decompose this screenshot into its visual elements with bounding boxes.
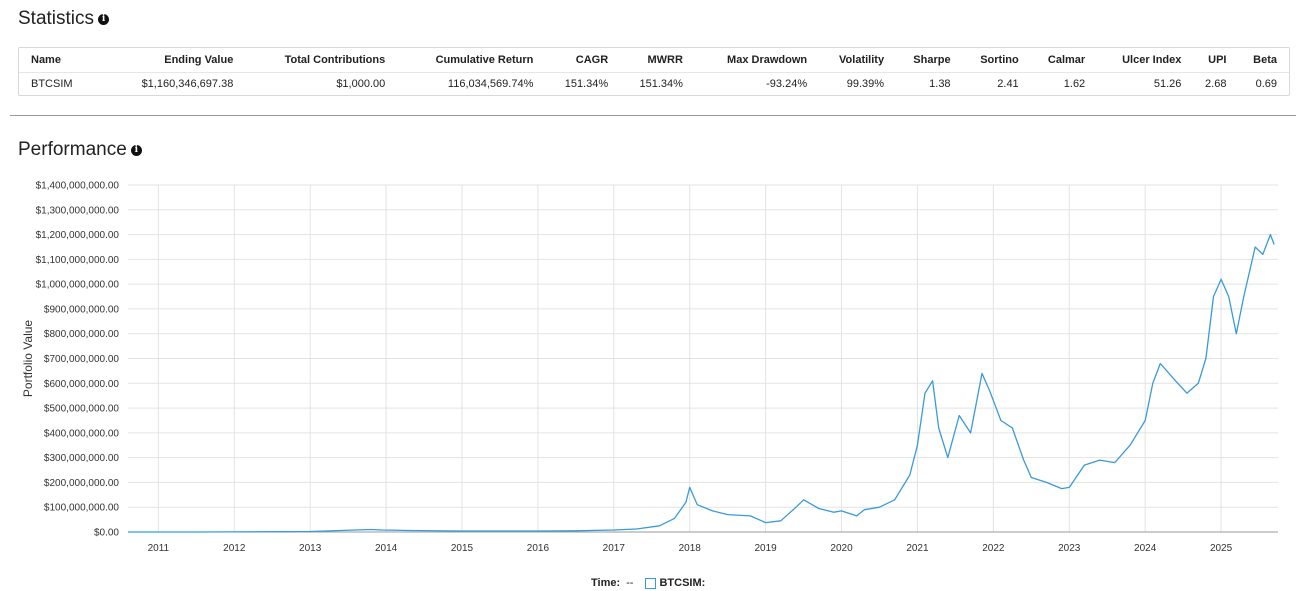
column-header[interactable]: Sharpe <box>913 54 951 66</box>
x-tick-label: 2017 <box>603 543 626 554</box>
table-cell: 151.34% <box>539 72 615 94</box>
x-tick-label: 2018 <box>679 543 702 554</box>
y-tick-label: $400,000,000.00 <box>44 428 120 439</box>
table-cell: 2.68 <box>1187 72 1233 94</box>
performance-title: Performance <box>18 139 127 160</box>
y-tick-label: $1,400,000,000.00 <box>36 181 120 192</box>
x-tick-label: 2019 <box>754 543 777 554</box>
statistics-table-container: Name Ending Value Total Contributions Cu… <box>18 47 1290 96</box>
table-cell: 1.62 <box>1024 72 1092 94</box>
x-tick-label: 2024 <box>1134 543 1157 554</box>
column-header[interactable]: Max Drawdown <box>727 54 808 66</box>
x-tick-label: 2020 <box>830 543 853 554</box>
column-header[interactable]: Volatility <box>839 54 885 66</box>
x-tick-label: 2012 <box>223 543 246 554</box>
table-cell: 1.38 <box>890 72 957 94</box>
performance-heading: Performance i <box>18 139 142 161</box>
statistics-title: Statistics <box>18 8 95 29</box>
y-tick-label: $100,000,000.00 <box>44 503 120 514</box>
table-cell: BTCSIM <box>19 72 100 94</box>
x-tick-label: 2011 <box>148 543 170 554</box>
x-axis: 2011 2012 2013 2014 2015 2016 2017 2018 2019 2020… <box>148 543 1233 554</box>
column-header[interactable]: UPI <box>1208 54 1227 66</box>
y-tick-label: $200,000,000.00 <box>44 478 120 489</box>
column-header[interactable]: Name <box>31 54 61 66</box>
x-tick-label: 2016 <box>527 543 550 554</box>
column-header[interactable]: Ulcer Index <box>1122 54 1182 66</box>
legend-series-label[interactable]: BTCSIM: <box>659 577 706 589</box>
column-header[interactable]: Sortino <box>980 54 1019 66</box>
x-tick-label: 2022 <box>982 543 1005 554</box>
column-header[interactable]: Cumulative Return <box>435 54 534 66</box>
y-tick-label: $800,000,000.00 <box>44 329 120 340</box>
statistics-table: Name Ending Value Total Contributions Cu… <box>19 48 1289 94</box>
performance-chart[interactable]: $0.00 $100,000,000.00 $200,000,000.00 $300,… <box>0 170 1301 565</box>
x-tick-label: 2023 <box>1058 543 1081 554</box>
table-cell: $1,160,346,697.38 <box>99 72 240 94</box>
chart-series <box>128 233 1275 533</box>
y-tick-label: $500,000,000.00 <box>44 404 120 415</box>
table-cell: 2.41 <box>956 72 1025 94</box>
y-tick-label: $1,100,000,000.00 <box>36 255 120 266</box>
table-header-row: Name Ending Value Total Contributions Cu… <box>19 48 1289 73</box>
statistics-heading: Statistics i <box>18 8 110 30</box>
y-tick-label: $1,300,000,000.00 <box>36 205 120 216</box>
x-tick-label: 2015 <box>451 543 474 554</box>
x-tick-label: 2021 <box>906 543 929 554</box>
table-cell: -93.24% <box>688 72 814 94</box>
table-row: BTCSIM $1,160,346,697.38 $1,000.00 116,0… <box>19 72 1289 94</box>
x-tick-label: 2014 <box>375 543 398 554</box>
table-cell: 51.26 <box>1091 72 1188 94</box>
table-cell: 151.34% <box>614 72 689 94</box>
table-cell: 116,034,569.74% <box>391 72 540 94</box>
x-tick-label: 2013 <box>299 543 322 554</box>
column-header[interactable]: CAGR <box>575 54 609 66</box>
section-divider <box>10 115 1296 116</box>
chart-grid <box>128 184 1278 533</box>
x-tick-label: 2025 <box>1210 543 1233 554</box>
legend-time-label: Time: <box>591 577 621 589</box>
column-header[interactable]: Beta <box>1253 54 1277 66</box>
series-swatch-icon[interactable] <box>645 577 657 589</box>
y-tick-label: $900,000,000.00 <box>44 304 120 315</box>
column-header[interactable]: Total Contributions <box>284 54 386 66</box>
chart-legend: Time: -- BTCSIM: <box>591 577 705 589</box>
y-tick-label: $600,000,000.00 <box>44 379 120 390</box>
column-header[interactable]: Calmar <box>1047 54 1086 66</box>
y-tick-label: $1,200,000,000.00 <box>36 230 120 241</box>
y-axis-title: Portfolio Value <box>21 320 35 397</box>
table-cell: 99.39% <box>813 72 891 94</box>
column-header[interactable]: Ending Value <box>164 54 234 66</box>
legend-time-value: -- <box>626 577 634 589</box>
y-tick-label: $1,000,000,000.00 <box>36 280 120 291</box>
series-line <box>128 233 1275 533</box>
y-tick-label: $300,000,000.00 <box>44 453 120 464</box>
info-icon[interactable]: i <box>130 144 142 156</box>
column-header[interactable]: MWRR <box>647 54 683 66</box>
table-cell: 0.69 <box>1232 72 1289 94</box>
y-axis: $0.00 $100,000,000.00 $200,000,000.00 $300,… <box>36 181 120 539</box>
table-cell: $1,000.00 <box>239 72 392 94</box>
y-tick-label: $700,000,000.00 <box>44 354 120 365</box>
info-icon[interactable]: i <box>98 13 110 25</box>
y-tick-label: $0.00 <box>94 528 119 539</box>
